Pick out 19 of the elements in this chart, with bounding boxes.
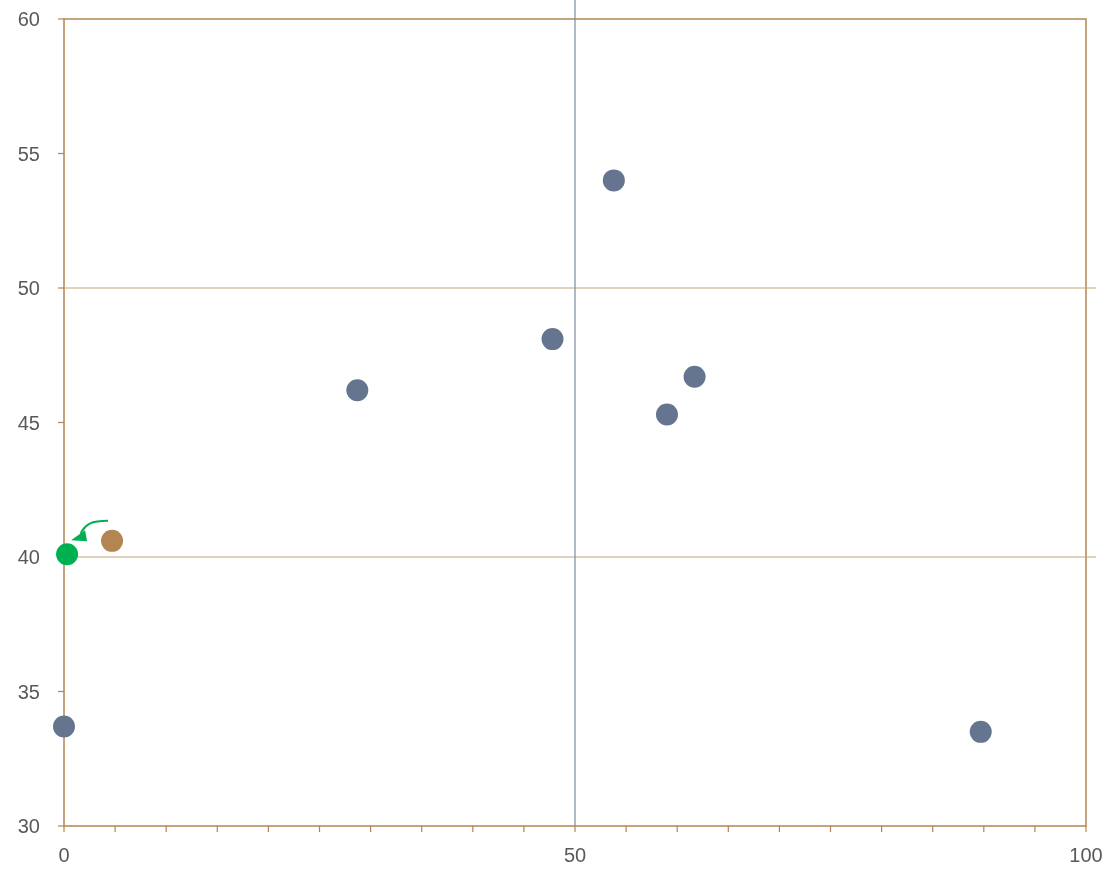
x-tick-label: 50 — [563, 844, 587, 866]
point — [602, 169, 625, 192]
y-tick-label: 50 — [17, 277, 40, 299]
y-tick-label: 35 — [17, 680, 40, 703]
point — [683, 365, 706, 388]
point — [56, 543, 79, 566]
point — [101, 529, 124, 552]
point — [541, 328, 564, 351]
point — [346, 379, 369, 402]
x-tick-label: 0 — [58, 844, 70, 866]
point — [655, 403, 678, 426]
point — [53, 715, 75, 738]
x-tick-label: 100 — [1069, 844, 1103, 866]
point — [969, 720, 992, 743]
y-tick-label: 30 — [17, 815, 40, 837]
y-tick-label: 40 — [17, 546, 40, 568]
y-tick-label: 55 — [17, 142, 40, 165]
y-tick-label: 45 — [17, 411, 40, 434]
y-tick-label: 60 — [17, 8, 40, 30]
